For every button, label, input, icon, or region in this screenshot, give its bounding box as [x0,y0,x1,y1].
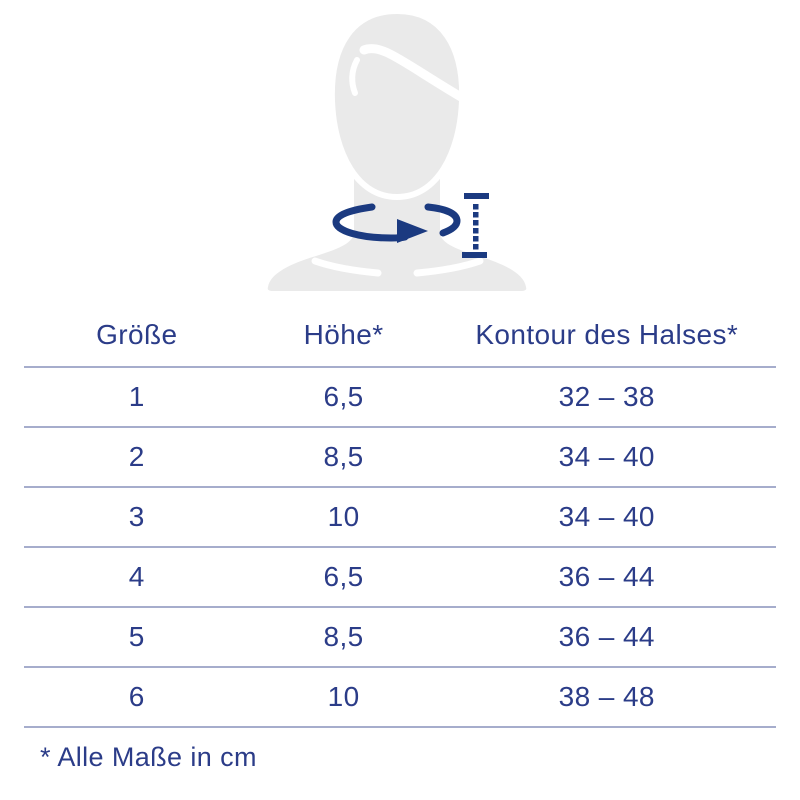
cell-height: 6,5 [323,561,364,592]
column-header-neck-contour: Kontour des Halses* [475,318,739,350]
table-row: 2 8,5 34 – 40 [24,428,776,488]
hairline-stroke [349,57,360,96]
table-row: 4 6,5 36 – 44 [24,548,776,608]
cell-contour: 32 – 38 [558,381,655,412]
neck-circumference-arrow-icon [332,203,461,243]
column-header-size: Größe [96,318,178,350]
cell-height: 10 [327,681,360,712]
cell-contour: 34 – 40 [558,441,655,472]
cell-height: 10 [327,501,360,532]
units-footnote: * Alle Maße in cm [40,742,257,772]
cell-height: 8,5 [323,621,364,652]
cell-contour: 38 – 48 [558,681,655,712]
clavicle-left-stroke [311,257,382,277]
height-measure-icon [462,193,489,258]
size-table: Größe Höhe* Kontour des Halses* 1 6,5 32… [24,303,776,728]
cell-contour: 36 – 44 [558,561,655,592]
cell-height: 6,5 [323,381,364,412]
clavicle-right-stroke [413,257,484,277]
cell-size: 2 [128,441,145,472]
head-shape [328,7,466,201]
cell-height: 8,5 [323,441,364,472]
cell-size: 1 [128,381,145,412]
cell-size: 4 [128,561,145,592]
column-header-height: Höhe* [303,318,384,350]
table-row: 5 8,5 36 – 44 [24,608,776,668]
hair-stroke [359,44,466,102]
table-row: 3 10 34 – 40 [24,488,776,548]
cell-size: 5 [128,621,145,652]
cell-size: 6 [128,681,145,712]
cell-size: 3 [128,501,145,532]
table-row: 1 6,5 32 – 38 [24,368,776,428]
cell-contour: 36 – 44 [558,621,655,652]
table-row: 6 10 38 – 48 [24,668,776,728]
table-header-row: Größe Höhe* Kontour des Halses* [24,303,776,368]
cell-contour: 34 – 40 [558,501,655,532]
head-silhouette [267,7,527,291]
sizing-illustration [0,0,800,300]
